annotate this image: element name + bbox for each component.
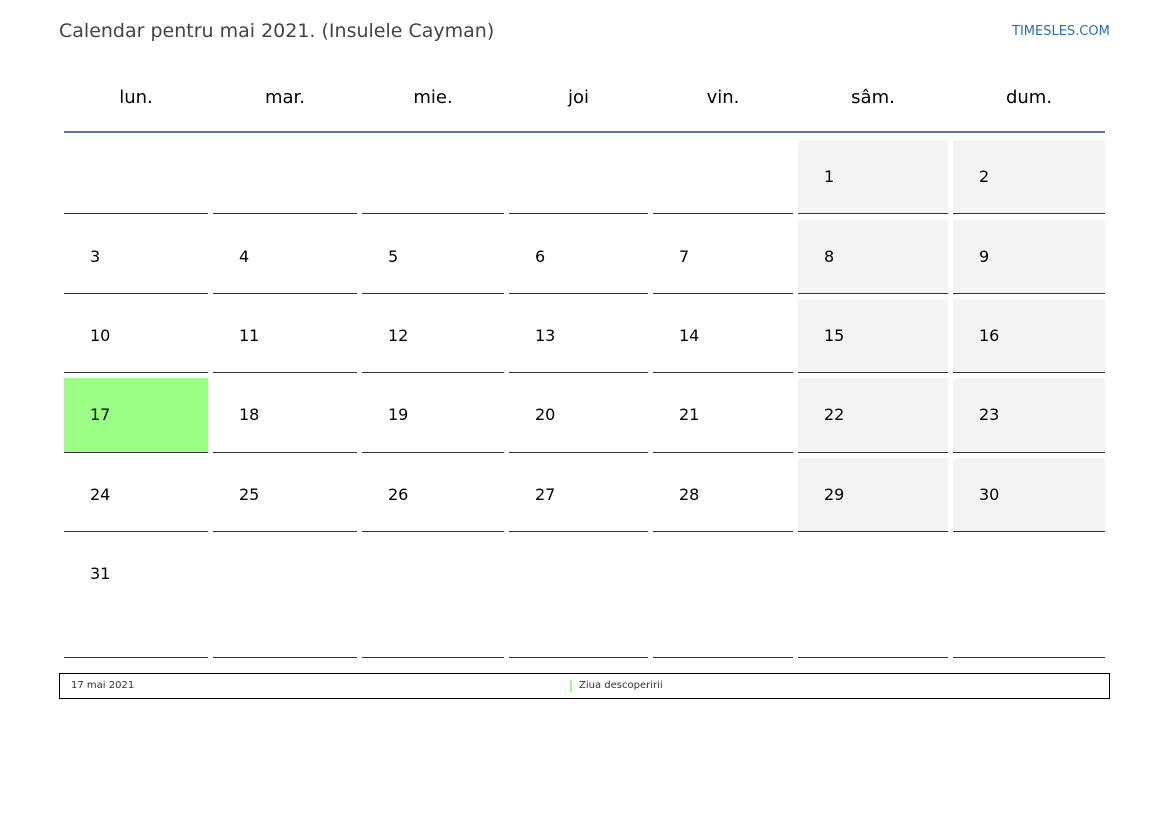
empty-day-cell: [509, 140, 648, 214]
day-number: 23: [979, 405, 1000, 424]
empty-day-cell: [653, 140, 793, 214]
day-cell[interactable]: 27: [509, 458, 648, 532]
weekday-label: vin.: [706, 87, 740, 108]
weekday-label: joi: [567, 87, 589, 108]
day-cell[interactable]: 22: [798, 378, 948, 453]
day-number: 24: [90, 485, 111, 504]
day-cell[interactable]: 4: [213, 220, 357, 294]
day-cell[interactable]: 5: [362, 220, 504, 294]
day-cell[interactable]: 20: [509, 378, 648, 453]
day-number: 4: [239, 247, 250, 266]
empty-day-cell: [213, 537, 357, 658]
day-number: 5: [388, 247, 399, 266]
day-number: 6: [535, 247, 546, 266]
day-number: 10: [90, 326, 111, 345]
day-number: 28: [679, 485, 700, 504]
day-number: 30: [979, 485, 1000, 504]
day-number: 26: [388, 485, 409, 504]
weekday-label: sâm.: [851, 87, 895, 108]
day-number: 29: [824, 485, 845, 504]
weekday-label: dum.: [1005, 87, 1053, 108]
empty-day-cell: [953, 537, 1105, 658]
day-number: 25: [239, 485, 260, 504]
day-cell[interactable]: 23: [953, 378, 1105, 453]
day-cell[interactable]: 3: [64, 220, 208, 294]
header-divider: [64, 131, 1105, 133]
empty-day-cell: [362, 537, 504, 658]
day-cell[interactable]: 13: [509, 299, 648, 373]
day-number: 20: [535, 405, 556, 424]
day-number: 1: [824, 167, 835, 186]
day-number: 16: [979, 326, 1000, 345]
day-cell[interactable]: 30: [953, 458, 1105, 532]
day-cell[interactable]: 1: [798, 140, 948, 214]
empty-day-cell: [653, 537, 793, 658]
day-cell[interactable]: 16: [953, 299, 1105, 373]
empty-day-cell: [64, 140, 208, 214]
page-title: Calendar pentru mai 2021. (Insulele Caym…: [59, 20, 495, 42]
day-number: 19: [388, 405, 409, 424]
empty-day-cell: [213, 140, 357, 214]
day-cell[interactable]: 8: [798, 220, 948, 294]
day-number: 8: [824, 247, 835, 266]
empty-day-cell: [362, 140, 504, 214]
day-cell[interactable]: 14: [653, 299, 793, 373]
empty-day-cell: [509, 537, 648, 658]
day-cell[interactable]: 17: [64, 378, 208, 453]
day-cell[interactable]: 10: [64, 299, 208, 373]
day-number: 22: [824, 405, 845, 424]
weekday-label: lun.: [119, 87, 153, 108]
day-cell[interactable]: 21: [653, 378, 793, 453]
day-number: 17: [90, 405, 111, 424]
day-number: 11: [239, 326, 260, 345]
day-cell[interactable]: 9: [953, 220, 1105, 294]
legend-holiday-name: Ziua descoperirii: [579, 680, 663, 691]
empty-day-cell: [798, 537, 948, 658]
day-number: 31: [90, 564, 111, 583]
day-cell[interactable]: 7: [653, 220, 793, 294]
weekday-label: mie.: [413, 87, 453, 108]
day-number: 27: [535, 485, 556, 504]
day-number: 7: [679, 247, 690, 266]
legend-date: 17 mai 2021: [71, 680, 135, 691]
weekday-label: mar.: [264, 87, 306, 108]
day-cell[interactable]: 6: [509, 220, 648, 294]
day-cell[interactable]: 25: [213, 458, 357, 532]
day-cell[interactable]: 2: [953, 140, 1105, 214]
day-number: 3: [90, 247, 101, 266]
day-number: 9: [979, 247, 990, 266]
day-cell[interactable]: 12: [362, 299, 504, 373]
day-cell[interactable]: 24: [64, 458, 208, 532]
day-cell[interactable]: 31: [64, 537, 208, 658]
day-number: 21: [679, 405, 700, 424]
day-cell[interactable]: 19: [362, 378, 504, 453]
brand-link[interactable]: TIMESLES.COM: [1012, 24, 1110, 39]
day-cell[interactable]: 29: [798, 458, 948, 532]
day-cell[interactable]: 28: [653, 458, 793, 532]
day-cell[interactable]: 26: [362, 458, 504, 532]
holiday-legend: 17 mai 2021 Ziua descoperirii: [59, 673, 1110, 699]
day-cell[interactable]: 18: [213, 378, 357, 453]
day-number: 13: [535, 326, 556, 345]
day-number: 14: [679, 326, 700, 345]
day-cell[interactable]: 11: [213, 299, 357, 373]
day-number: 12: [388, 326, 409, 345]
day-number: 18: [239, 405, 260, 424]
day-number: 15: [824, 326, 845, 345]
day-cell[interactable]: 15: [798, 299, 948, 373]
day-number: 2: [979, 167, 990, 186]
legend-color-marker: [570, 680, 572, 692]
